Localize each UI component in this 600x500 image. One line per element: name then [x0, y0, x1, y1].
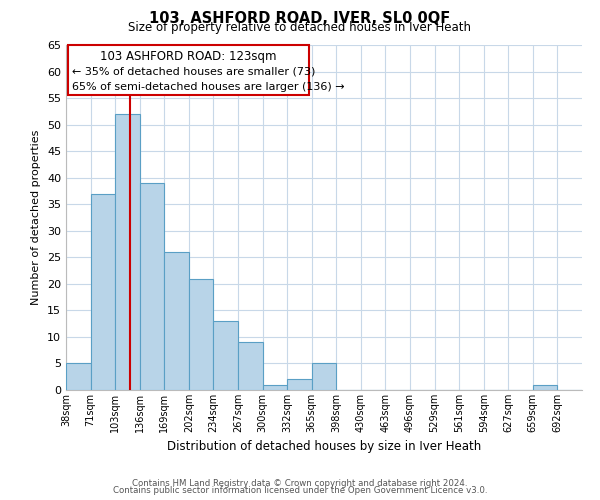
Bar — [287, 380, 312, 390]
Bar — [189, 278, 214, 390]
Bar — [66, 364, 91, 390]
Text: Size of property relative to detached houses in Iver Heath: Size of property relative to detached ho… — [128, 22, 472, 35]
Bar — [214, 321, 238, 390]
Bar — [115, 114, 140, 390]
Text: Contains public sector information licensed under the Open Government Licence v3: Contains public sector information licen… — [113, 486, 487, 495]
Bar — [533, 384, 557, 390]
Bar — [263, 384, 287, 390]
Text: 103 ASHFORD ROAD: 123sqm: 103 ASHFORD ROAD: 123sqm — [100, 50, 277, 64]
FancyBboxPatch shape — [68, 45, 309, 96]
Text: 103, ASHFORD ROAD, IVER, SL0 0QF: 103, ASHFORD ROAD, IVER, SL0 0QF — [149, 11, 451, 26]
X-axis label: Distribution of detached houses by size in Iver Heath: Distribution of detached houses by size … — [167, 440, 481, 454]
Bar — [312, 364, 336, 390]
Bar — [164, 252, 189, 390]
Y-axis label: Number of detached properties: Number of detached properties — [31, 130, 41, 305]
Bar — [140, 183, 164, 390]
Bar — [238, 342, 263, 390]
Bar — [91, 194, 115, 390]
Text: ← 35% of detached houses are smaller (73): ← 35% of detached houses are smaller (73… — [71, 66, 315, 76]
Text: 65% of semi-detached houses are larger (136) →: 65% of semi-detached houses are larger (… — [71, 82, 344, 92]
Text: Contains HM Land Registry data © Crown copyright and database right 2024.: Contains HM Land Registry data © Crown c… — [132, 478, 468, 488]
